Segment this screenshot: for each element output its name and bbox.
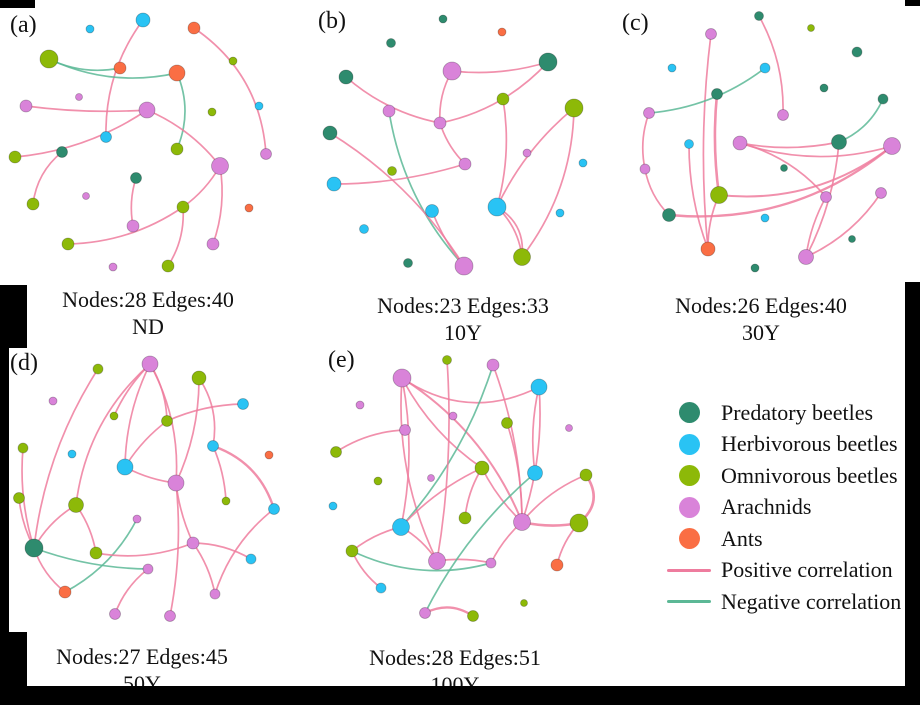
- legend-item-predatory-beetles: Predatory beetles: [666, 397, 901, 429]
- legend-label: Negative correlation: [721, 588, 902, 614]
- panel-stats-b: Nodes:23 Edges:33: [377, 293, 549, 318]
- network-panel-a: [8, 12, 272, 273]
- ants-dot-icon: [678, 528, 700, 550]
- panel-label-a: (a): [10, 12, 37, 38]
- legend-swatch-box: [666, 433, 712, 455]
- legend-label: Ants: [721, 525, 763, 551]
- scan-border-right: [905, 282, 920, 705]
- panel-treatment-a: ND: [132, 314, 164, 339]
- network-panel-c: [639, 11, 901, 273]
- scan-border-top-right: [905, 0, 920, 6]
- panel-label-e: (e): [328, 347, 355, 373]
- scan-border-bottom: [0, 686, 920, 705]
- arachnids-dot-icon: [678, 496, 700, 518]
- legend-swatch-box: [666, 465, 712, 487]
- panel-treatment-b: 10Y: [444, 320, 482, 345]
- panel-stats-a: Nodes:28 Edges:40: [62, 287, 234, 312]
- negative-correlation-line-icon: [667, 600, 711, 604]
- network-panel-b: [322, 14, 588, 276]
- panel-label-d: (d): [10, 350, 38, 376]
- legend-item-negative-correlation: Negative correlation: [666, 586, 901, 618]
- positive-correlation-line-icon: [667, 568, 711, 572]
- omnivorous-beetles-dot-icon: [678, 465, 700, 487]
- scan-border-left-strip: [0, 285, 9, 705]
- panel-caption-c: Nodes:26 Edges:40 30Y: [611, 292, 911, 346]
- legend-item-positive-correlation: Positive correlation: [666, 555, 901, 587]
- legend-swatch-box: [666, 600, 712, 604]
- legend-swatch-box: [666, 496, 712, 518]
- legend: Predatory beetles Herbivorous beetles Om…: [666, 397, 901, 618]
- panel-stats-c: Nodes:26 Edges:40: [675, 293, 847, 318]
- panel-caption-a: Nodes:28 Edges:40 ND: [0, 286, 296, 340]
- panel-treatment-c: 30Y: [742, 320, 780, 345]
- panel-stats-d: Nodes:27 Edges:45: [56, 644, 228, 669]
- legend-label: Omnivorous beetles: [721, 462, 898, 488]
- legend-item-arachnids: Arachnids: [666, 492, 901, 524]
- panel-stats-e: Nodes:28 Edges:51: [369, 645, 541, 670]
- herbivorous-beetles-dot-icon: [678, 433, 700, 455]
- legend-label: Arachnids: [721, 494, 812, 520]
- legend-swatch-box: [666, 568, 712, 572]
- legend-label: Positive correlation: [721, 557, 893, 583]
- panel-label-b: (b): [318, 8, 346, 34]
- network-panel-e: [328, 355, 595, 622]
- legend-swatch-box: [666, 402, 712, 424]
- legend-item-omnivorous-beetles: Omnivorous beetles: [666, 460, 901, 492]
- legend-label: Predatory beetles: [721, 399, 874, 425]
- legend-item-ants: Ants: [666, 523, 901, 555]
- legend-item-herbivorous-beetles: Herbivorous beetles: [666, 429, 901, 461]
- network-panel-d: [13, 355, 280, 622]
- panel-label-c: (c): [622, 10, 649, 36]
- legend-swatch-box: [666, 528, 712, 550]
- scan-border-top-left: [0, 0, 35, 8]
- panel-caption-b: Nodes:23 Edges:33 10Y: [313, 292, 613, 346]
- legend-label: Herbivorous beetles: [721, 431, 898, 457]
- predatory-beetles-dot-icon: [678, 402, 700, 424]
